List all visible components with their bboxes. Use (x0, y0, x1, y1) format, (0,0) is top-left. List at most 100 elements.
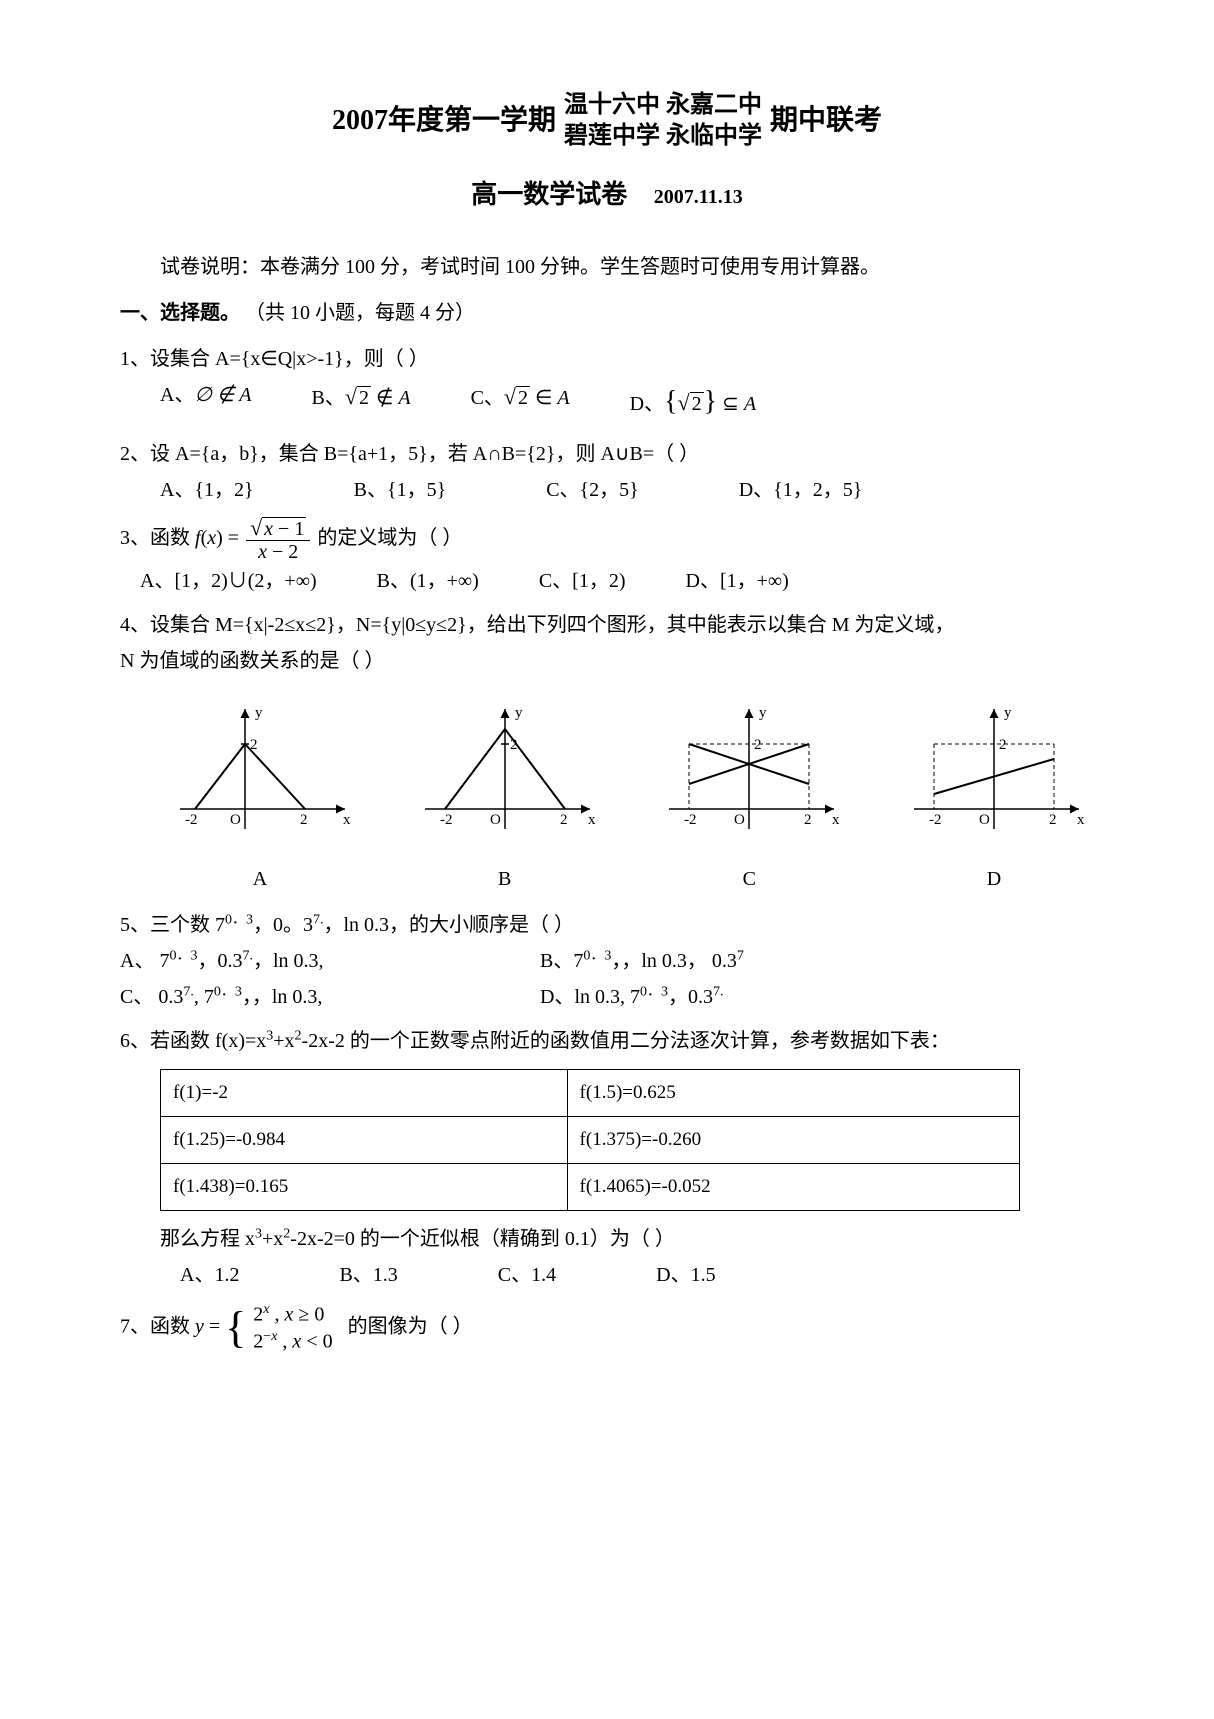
svg-text:2: 2 (999, 737, 1007, 753)
schools-row1: 温十六中 永嘉二中 (564, 90, 762, 121)
q6-options: A、1.2 B、1.3 C、1.4 D、1.5 (120, 1257, 1094, 1293)
cell: f(1.438)=0.165 (161, 1164, 568, 1211)
svg-text:y: y (515, 705, 523, 721)
svg-text:x: x (832, 812, 840, 828)
q1-optD: D、{√2} ⊆ A (630, 377, 756, 427)
q5-row1: A、 70．3，0.37.，ln 0.3, B、70．3，，ln 0.3， 0.… (120, 943, 1094, 979)
svg-text:-2: -2 (440, 812, 453, 828)
q1-optA: A、∅ ∉ A (160, 377, 252, 427)
q2-optA: A、{1，2} (160, 472, 254, 508)
q2-optD: D、{1，2，5} (739, 472, 863, 508)
subtitle-date: 2007.11.13 (654, 186, 743, 208)
graph-D-label: D (894, 861, 1094, 897)
q2-optC: C、{2，5} (546, 472, 639, 508)
instructions: 试卷说明：本卷满分 100 分，考试时间 100 分钟。学生答题时可使用专用计算… (120, 249, 1094, 285)
graph-A: x y O -2 2 2 A (160, 699, 360, 897)
q6-stem: 6、若函数 f(x)=x3+x2-2x-2 的一个正数零点附近的函数值用二分法逐… (120, 1023, 1094, 1059)
header-suffix: 期中联考 (770, 96, 882, 146)
svg-text:2: 2 (560, 812, 568, 828)
q4-graphs: x y O -2 2 2 A x y (160, 699, 1094, 897)
header-semester: 年度第一学期 (388, 96, 556, 146)
graph-D: x y O -2 2 2 D (894, 699, 1094, 897)
q4-line2: N 为值域的函数关系的是（ ） (120, 643, 1094, 679)
q2-options: A、{1，2} B、{1，5} C、{2，5} D、{1，2，5} (120, 472, 1094, 508)
q3-optB: B、(1，+∞) (377, 563, 479, 599)
svg-text:x: x (588, 812, 596, 828)
left-brace-icon: { (225, 1308, 246, 1348)
svg-text:-2: -2 (684, 812, 697, 828)
cell: f(1.4065)=-0.052 (567, 1164, 1019, 1211)
svg-text:-2: -2 (185, 812, 198, 828)
q6-table: f(1)=-2 f(1.5)=0.625 f(1.25)=-0.984 f(1.… (160, 1069, 1020, 1212)
graph-C: x y O -2 2 2 C (649, 699, 849, 897)
q5-optD: D、ln 0.3, 70．3，0.37. (540, 979, 724, 1015)
q3-stem: 3、函数 f(x) = √x − 1 x − 2 的定义域为（ ） (120, 516, 1094, 563)
schools-row2: 碧莲中学 永临中学 (564, 121, 762, 152)
question-3: 3、函数 f(x) = √x − 1 x − 2 的定义域为（ ） A、[1，2… (120, 516, 1094, 599)
question-1: 1、设集合 A={x∈Q|x>-1}，则（ ） A、∅ ∉ A B、√2 ∉ A… (120, 341, 1094, 427)
q2-stem: 2、设 A={a，b}，集合 B={a+1，5}，若 A∩B={2}，则 A∪B… (120, 436, 1094, 472)
cell: f(1)=-2 (161, 1069, 568, 1116)
svg-text:y: y (759, 705, 767, 721)
svg-text:x: x (343, 812, 351, 828)
q6-optC: C、1.4 (498, 1257, 556, 1293)
q6-optB: B、1.3 (339, 1257, 397, 1293)
header-year: 2007 (332, 96, 388, 146)
graph-A-label: A (160, 861, 360, 897)
question-7: 7、函数 y = { 2x , x ≥ 0 2−x , x < 0 的图像为（ … (120, 1301, 1094, 1354)
cell: f(1.375)=-0.260 (567, 1116, 1019, 1163)
cell: f(1.5)=0.625 (567, 1069, 1019, 1116)
q3-fraction: √x − 1 x − 2 (246, 516, 310, 563)
q6-optD: D、1.5 (656, 1257, 715, 1293)
svg-text:-2: -2 (929, 812, 942, 828)
header-schools: 温十六中 永嘉二中 碧莲中学 永临中学 (564, 90, 762, 152)
svg-text:O: O (734, 812, 745, 828)
q1-options: A、∅ ∉ A B、√2 ∉ A C、√2 ∈ A D、{√2} ⊆ A (120, 377, 1094, 427)
svg-text:2: 2 (804, 812, 812, 828)
q5-stem: 5、三个数 70．3，0。37.，ln 0.3，的大小顺序是（ ） (120, 907, 1094, 943)
question-2: 2、设 A={a，b}，集合 B={a+1，5}，若 A∩B={2}，则 A∪B… (120, 436, 1094, 508)
cell: f(1.25)=-0.984 (161, 1116, 568, 1163)
q1-optC: C、√2 ∈ A (471, 377, 570, 427)
subtitle: 高一数学试卷 2007.11.13 (120, 172, 1094, 219)
svg-text:2: 2 (754, 737, 762, 753)
page-header: 2007 年度第一学期 温十六中 永嘉二中 碧莲中学 永临中学 期中联考 (120, 90, 1094, 152)
svg-text:y: y (255, 705, 263, 721)
svg-text:O: O (230, 812, 241, 828)
q7-piece1: 2x , x ≥ 0 (253, 1301, 332, 1328)
q3-optC: C、[1，2) (539, 563, 626, 599)
question-4: 4、设集合 M={x|-2≤x≤2}，N={y|0≤y≤2}，给出下列四个图形，… (120, 607, 1094, 897)
graph-B-label: B (405, 861, 605, 897)
section1-head: 一、选择题。 （共 10 小题，每题 4 分） (120, 295, 1094, 331)
section1-note: （共 10 小题，每题 4 分） (245, 302, 475, 324)
q6-after: 那么方程 x3+x2-2x-2=0 的一个近似根（精确到 0.1）为（ ） (120, 1221, 1094, 1257)
svg-text:2: 2 (300, 812, 308, 828)
svg-text:2: 2 (1049, 812, 1057, 828)
q6-optA: A、1.2 (180, 1257, 239, 1293)
q7-piece2: 2−x , x < 0 (253, 1328, 332, 1355)
q3-optD: D、[1，+∞) (686, 563, 789, 599)
svg-text:O: O (979, 812, 990, 828)
graph-B: x y O -2 2 2 B (405, 699, 605, 897)
question-5: 5、三个数 70．3，0。37.，ln 0.3，的大小顺序是（ ） A、 70．… (120, 907, 1094, 1015)
section1-label: 一、选择题。 (120, 302, 240, 324)
svg-text:O: O (490, 812, 501, 828)
q5-optC: C、 0.37., 70．3，，ln 0.3, (120, 979, 540, 1015)
table-row: f(1.438)=0.165 f(1.4065)=-0.052 (161, 1164, 1020, 1211)
q7-piecewise: 2x , x ≥ 0 2−x , x < 0 (253, 1301, 332, 1354)
q1-optB: B、√2 ∉ A (312, 377, 411, 427)
question-6: 6、若函数 f(x)=x3+x2-2x-2 的一个正数零点附近的函数值用二分法逐… (120, 1023, 1094, 1294)
q3-options: A、[1，2)∪(2，+∞) B、(1，+∞) C、[1，2) D、[1，+∞) (120, 563, 1094, 599)
svg-text:y: y (1004, 705, 1012, 721)
subtitle-main: 高一数学试卷 (471, 180, 627, 209)
q2-optB: B、{1，5} (354, 472, 447, 508)
graph-C-label: C (649, 861, 849, 897)
svg-text:x: x (1077, 812, 1085, 828)
q5-row2: C、 0.37., 70．3，，ln 0.3, D、ln 0.3, 70．3，0… (120, 979, 1094, 1015)
q5-optA: A、 70．3，0.37.，ln 0.3, (120, 943, 540, 979)
q5-optB: B、70．3，，ln 0.3， 0.37 (540, 943, 744, 979)
table-row: f(1.25)=-0.984 f(1.375)=-0.260 (161, 1116, 1020, 1163)
q1-stem: 1、设集合 A={x∈Q|x>-1}，则（ ） (120, 341, 1094, 377)
table-row: f(1)=-2 f(1.5)=0.625 (161, 1069, 1020, 1116)
q4-line1: 4、设集合 M={x|-2≤x≤2}，N={y|0≤y≤2}，给出下列四个图形，… (120, 607, 1094, 643)
